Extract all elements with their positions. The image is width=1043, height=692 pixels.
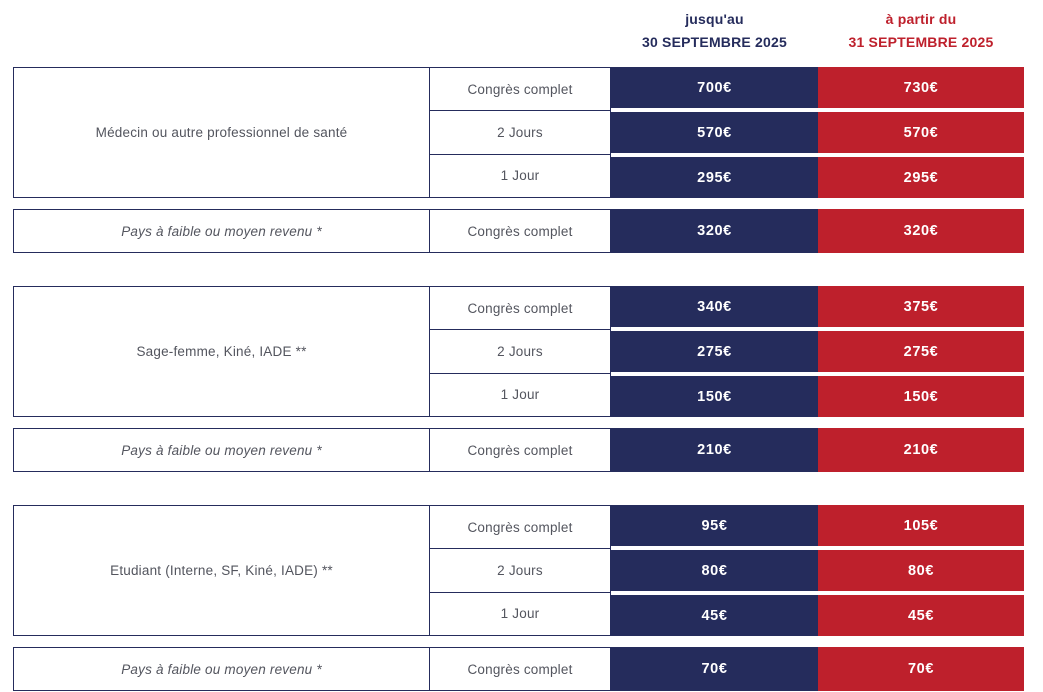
price-cell-early: 295€ (611, 157, 818, 198)
option-cell: 1 Jour (430, 591, 610, 635)
price-column-early: 95€ 80€ 45€ (611, 505, 818, 636)
price-cell-early: 150€ (611, 376, 818, 417)
category-cell: Sage-femme, Kiné, IADE ** (13, 286, 430, 417)
price-cell-late: 320€ (818, 209, 1024, 253)
option-column: Congrès complet (430, 647, 611, 691)
price-cell-early: 570€ (611, 112, 818, 153)
price-cell-late: 375€ (818, 286, 1024, 327)
price-cell-late: 150€ (818, 376, 1024, 417)
option-cell: Congrès complet (467, 300, 573, 316)
pricing-header-row: jusqu'au 30 SEPTEMBRE 2025 à partir du 3… (13, 0, 1043, 60)
price-cell-early: 275€ (611, 331, 818, 372)
option-cell: Congrès complet (467, 519, 573, 535)
option-column: Congrès complet 2 Jours 1 Jour (430, 286, 611, 417)
price-column-early: 320€ (611, 209, 818, 253)
pricing-group-pays-revenu-2: Pays à faible ou moyen revenu * Congrès … (13, 428, 1043, 472)
category-cell: Pays à faible ou moyen revenu * (13, 428, 430, 472)
price-cell-late: 45€ (818, 595, 1024, 636)
price-cell-early: 340€ (611, 286, 818, 327)
header-late-deadline: à partir du 31 SEPTEMBRE 2025 (818, 8, 1024, 60)
price-cell-early: 700€ (611, 67, 818, 108)
option-cell: 2 Jours (430, 110, 610, 153)
price-cell-early: 80€ (611, 550, 818, 591)
price-cell-late: 275€ (818, 331, 1024, 372)
price-cell-early: 70€ (611, 647, 818, 691)
price-cell-late: 570€ (818, 112, 1024, 153)
price-column-late: 320€ (818, 209, 1024, 253)
price-cell-early: 320€ (611, 209, 818, 253)
header-early-deadline: jusqu'au 30 SEPTEMBRE 2025 (611, 8, 818, 60)
option-cell: Congrès complet (467, 442, 573, 458)
option-cell: 1 Jour (430, 372, 610, 416)
price-column-early: 340€ 275€ 150€ (611, 286, 818, 417)
price-cell-late: 70€ (818, 647, 1024, 691)
pricing-group-pays-revenu-1: Pays à faible ou moyen revenu * Congrès … (13, 209, 1043, 253)
option-column: Congrès complet 2 Jours 1 Jour (430, 67, 611, 198)
header-late-line1: à partir du (885, 11, 957, 27)
option-cell: 1 Jour (430, 153, 610, 197)
pricing-group-sage-femme: Sage-femme, Kiné, IADE ** Congrès comple… (13, 286, 1043, 417)
header-early-line2: 30 SEPTEMBRE 2025 (641, 34, 788, 50)
price-column-late: 70€ (818, 647, 1024, 691)
option-column: Congrès complet (430, 209, 611, 253)
option-cell: Congrès complet (467, 81, 573, 97)
option-column: Congrès complet 2 Jours 1 Jour (430, 505, 611, 636)
category-cell: Médecin ou autre professionnel de santé (13, 67, 430, 198)
option-cell: 2 Jours (430, 548, 610, 591)
category-cell: Pays à faible ou moyen revenu * (13, 647, 430, 691)
option-cell: 2 Jours (430, 329, 610, 372)
price-cell-late: 210€ (818, 428, 1024, 472)
option-column: Congrès complet (430, 428, 611, 472)
price-cell-late: 105€ (818, 505, 1024, 546)
header-late-line2: 31 SEPTEMBRE 2025 (848, 34, 994, 50)
price-column-late: 105€ 80€ 45€ (818, 505, 1024, 636)
price-cell-late: 80€ (818, 550, 1024, 591)
price-cell-late: 295€ (818, 157, 1024, 198)
price-column-late: 375€ 275€ 150€ (818, 286, 1024, 417)
option-cell: Congrès complet (467, 661, 573, 677)
price-cell-late: 730€ (818, 67, 1024, 108)
pricing-group-medecin: Médecin ou autre professionnel de santé … (13, 67, 1043, 198)
price-cell-early: 210€ (611, 428, 818, 472)
pricing-group-etudiant: Etudiant (Interne, SF, Kiné, IADE) ** Co… (13, 505, 1043, 636)
price-column-early: 700€ 570€ 295€ (611, 67, 818, 198)
pricing-group-pays-revenu-3: Pays à faible ou moyen revenu * Congrès … (13, 647, 1043, 691)
category-cell: Etudiant (Interne, SF, Kiné, IADE) ** (13, 505, 430, 636)
category-cell: Pays à faible ou moyen revenu * (13, 209, 430, 253)
price-column-early: 70€ (611, 647, 818, 691)
price-column-late: 730€ 570€ 295€ (818, 67, 1024, 198)
price-column-late: 210€ (818, 428, 1024, 472)
option-cell: Congrès complet (467, 223, 573, 239)
price-cell-early: 95€ (611, 505, 818, 546)
price-column-early: 210€ (611, 428, 818, 472)
price-cell-early: 45€ (611, 595, 818, 636)
header-early-line1: jusqu'au (685, 11, 744, 27)
